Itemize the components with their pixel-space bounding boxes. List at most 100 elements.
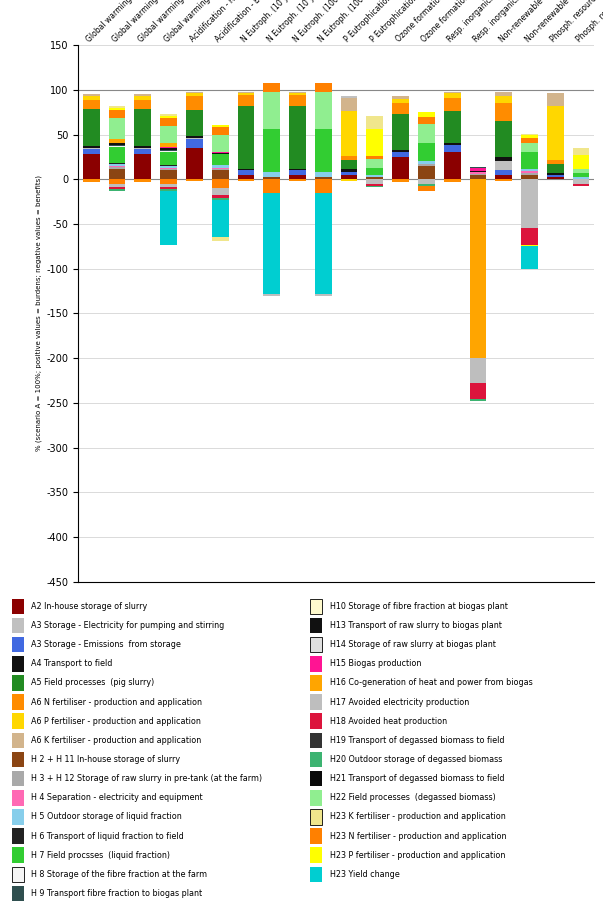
- Bar: [264, 179, 280, 193]
- Bar: [109, 179, 125, 184]
- Bar: [238, 179, 254, 181]
- Bar: [341, 179, 358, 181]
- Bar: [495, 161, 512, 170]
- Bar: [186, 94, 203, 97]
- Bar: [495, 121, 512, 157]
- Bar: [547, 177, 564, 179]
- Bar: [367, 129, 384, 156]
- Bar: [160, 115, 177, 118]
- Bar: [289, 169, 306, 170]
- Bar: [238, 175, 254, 179]
- Bar: [315, 294, 332, 296]
- Bar: [392, 99, 409, 103]
- Bar: [521, 133, 538, 135]
- Bar: [521, 175, 538, 179]
- Bar: [109, 188, 125, 189]
- Bar: [470, 179, 487, 358]
- Text: H18 Avoided heat production: H18 Avoided heat production: [330, 717, 447, 726]
- Bar: [521, 143, 538, 152]
- Bar: [83, 99, 99, 108]
- Bar: [521, 179, 538, 228]
- Bar: [341, 161, 358, 170]
- Bar: [341, 170, 358, 172]
- Bar: [521, 244, 538, 246]
- Bar: [444, 94, 461, 98]
- Text: A5 Field processes  (pig slurry): A5 Field processes (pig slurry): [31, 678, 154, 687]
- Text: H15 Biogas production: H15 Biogas production: [330, 659, 421, 668]
- Bar: [264, 92, 280, 129]
- Bar: [212, 169, 229, 170]
- Bar: [444, 152, 461, 179]
- Bar: [160, 189, 177, 191]
- Bar: [109, 169, 125, 179]
- Bar: [315, 179, 332, 193]
- Bar: [238, 96, 254, 106]
- Bar: [315, 92, 332, 129]
- Text: A3 Storage - Emissions  from storage: A3 Storage - Emissions from storage: [31, 640, 181, 649]
- Bar: [341, 172, 358, 175]
- Bar: [470, 168, 487, 171]
- Text: H 5 Outdoor storage of liquid fraction: H 5 Outdoor storage of liquid fraction: [31, 813, 182, 822]
- Bar: [160, 166, 177, 168]
- FancyBboxPatch shape: [311, 771, 323, 787]
- Bar: [418, 166, 435, 179]
- Bar: [83, 149, 99, 154]
- Bar: [134, 97, 151, 99]
- Bar: [418, 112, 435, 116]
- Bar: [470, 175, 487, 179]
- FancyBboxPatch shape: [311, 599, 323, 614]
- FancyBboxPatch shape: [12, 790, 24, 805]
- Bar: [392, 150, 409, 152]
- Bar: [212, 237, 229, 241]
- FancyBboxPatch shape: [311, 695, 323, 710]
- Bar: [109, 167, 125, 169]
- Bar: [444, 111, 461, 143]
- Bar: [392, 97, 409, 99]
- Bar: [521, 171, 538, 173]
- Bar: [238, 170, 254, 175]
- Text: H 8 Storage of the fibre fraction at the farm: H 8 Storage of the fibre fraction at the…: [31, 870, 207, 879]
- Text: A6 N fertiliser - production and application: A6 N fertiliser - production and applica…: [31, 697, 202, 706]
- Bar: [212, 154, 229, 165]
- Text: H20 Outdoor storage of degassed biomass: H20 Outdoor storage of degassed biomass: [330, 755, 502, 764]
- Bar: [315, 172, 332, 177]
- Text: H14 Storage of raw slurry at biogas plant: H14 Storage of raw slurry at biogas plan…: [330, 640, 496, 649]
- Bar: [186, 148, 203, 179]
- FancyBboxPatch shape: [12, 732, 24, 748]
- Bar: [212, 198, 229, 200]
- Bar: [547, 175, 564, 177]
- FancyBboxPatch shape: [12, 886, 24, 901]
- FancyBboxPatch shape: [311, 790, 323, 805]
- Bar: [367, 159, 384, 168]
- Bar: [134, 146, 151, 148]
- Bar: [160, 179, 177, 184]
- Bar: [160, 114, 177, 115]
- Text: A6 K fertiliser - production and application: A6 K fertiliser - production and applica…: [31, 736, 201, 745]
- Bar: [470, 358, 487, 383]
- Bar: [341, 156, 358, 161]
- FancyBboxPatch shape: [12, 847, 24, 863]
- Bar: [212, 200, 229, 237]
- Bar: [547, 164, 564, 173]
- Bar: [264, 193, 280, 294]
- Text: H19 Transport of degassed biomass to field: H19 Transport of degassed biomass to fie…: [330, 736, 504, 745]
- Bar: [160, 152, 177, 165]
- Bar: [341, 97, 358, 98]
- Bar: [264, 177, 280, 179]
- FancyBboxPatch shape: [12, 637, 24, 652]
- Bar: [160, 148, 177, 150]
- Bar: [289, 96, 306, 106]
- Text: H21 Transport of degassed biomass to field: H21 Transport of degassed biomass to fie…: [330, 774, 504, 783]
- Bar: [238, 169, 254, 170]
- Bar: [109, 106, 125, 107]
- Bar: [521, 228, 538, 244]
- Bar: [367, 177, 384, 179]
- Bar: [83, 154, 99, 179]
- Bar: [134, 108, 151, 146]
- Bar: [418, 184, 435, 187]
- Bar: [134, 99, 151, 108]
- Bar: [367, 184, 384, 186]
- Bar: [212, 189, 229, 196]
- FancyBboxPatch shape: [311, 675, 323, 691]
- Bar: [160, 191, 177, 244]
